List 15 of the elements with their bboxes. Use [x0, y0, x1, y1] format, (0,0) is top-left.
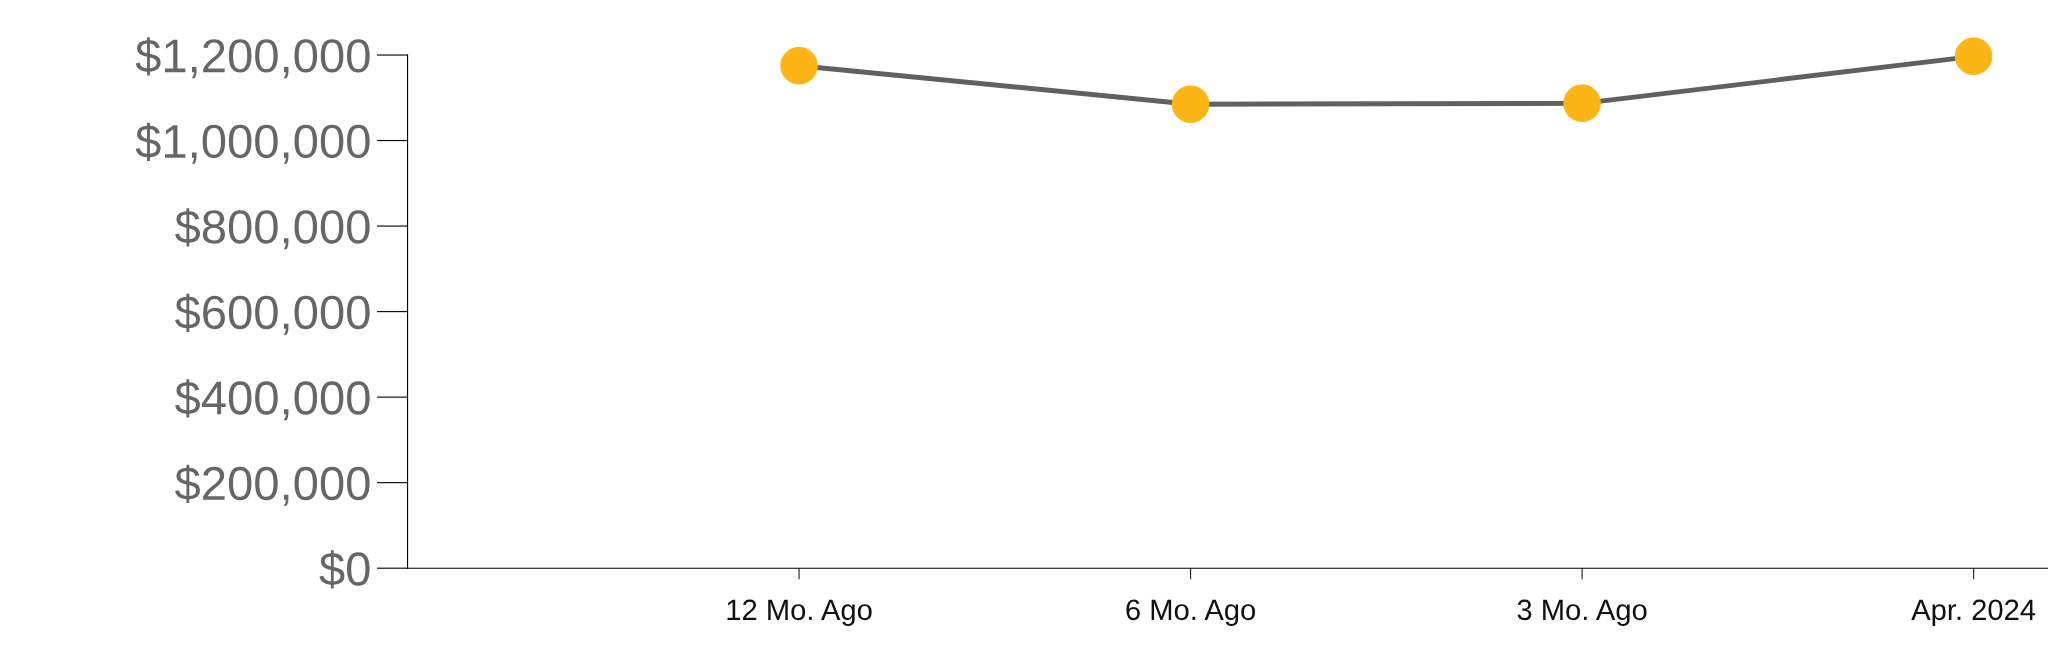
y-tick-label: $1,200,000	[135, 37, 370, 79]
point	[780, 46, 818, 85]
x-tick-label: 12 Mo. Ago	[727, 599, 872, 626]
y-tick-label: $0	[319, 550, 370, 589]
x-tick-label: Apr. 2024	[1911, 599, 2036, 626]
y-tick-label: $600,000	[175, 293, 370, 335]
point	[1171, 85, 1210, 123]
x-tick-label: 3 Mo. Ago	[1517, 599, 1647, 626]
point	[1954, 37, 1993, 76]
y-tick-label: $200,000	[175, 464, 370, 506]
point	[1563, 84, 1601, 123]
y-tick-label: $800,000	[175, 208, 370, 250]
y-tick-label: $400,000	[175, 379, 370, 421]
y-tick-label: $1,000,000	[135, 122, 370, 164]
x-tick-label: 6 Mo. Ago	[1126, 599, 1256, 626]
